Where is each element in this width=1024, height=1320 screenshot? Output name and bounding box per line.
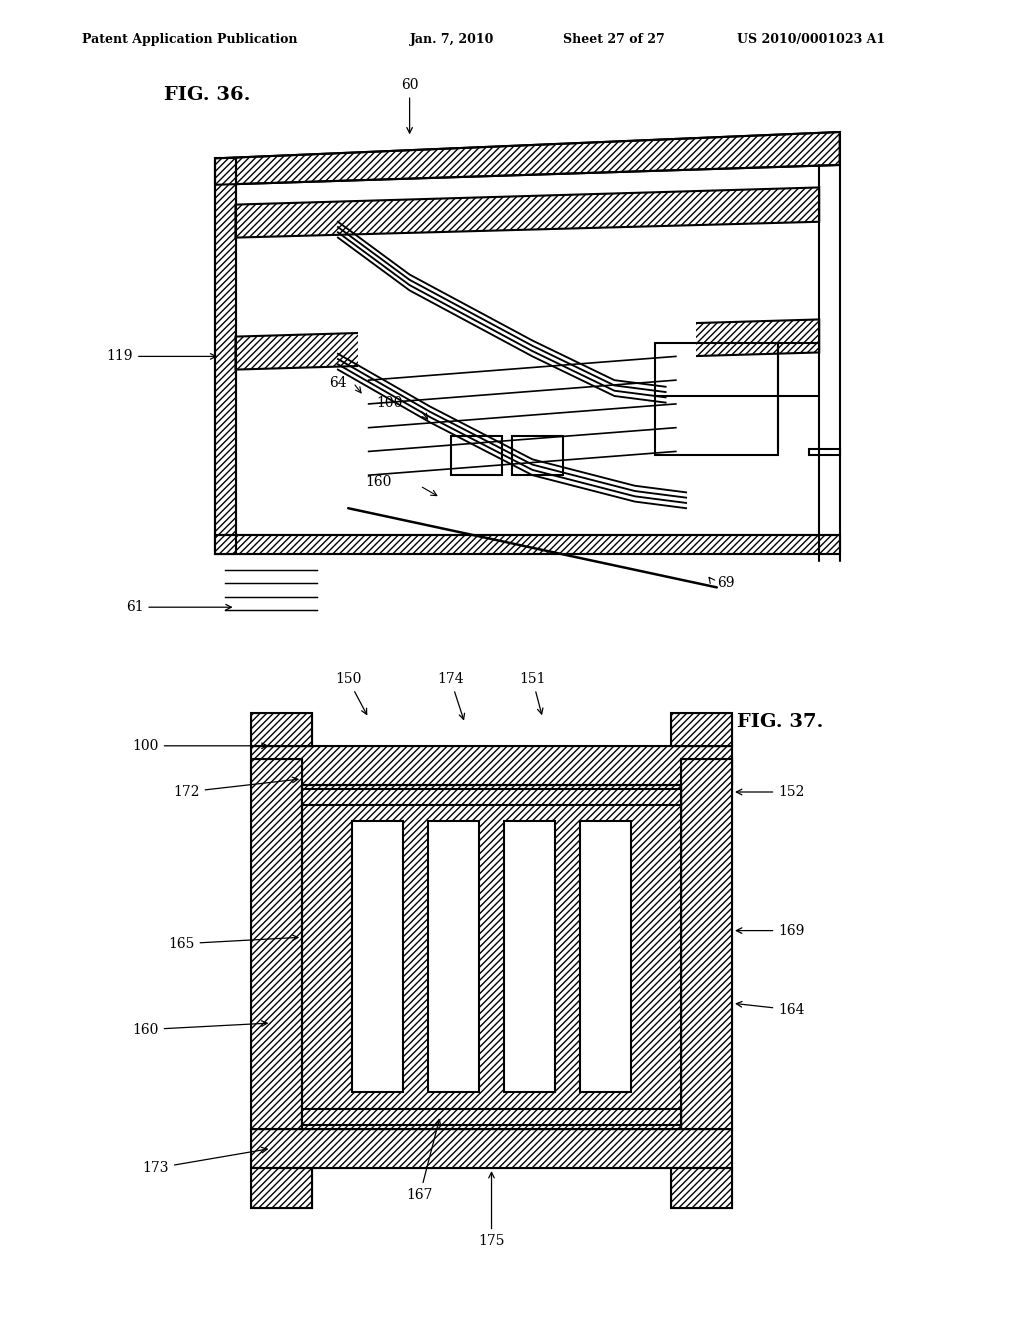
Bar <box>251 713 312 746</box>
Bar <box>681 759 732 1129</box>
Bar <box>580 821 631 1092</box>
Text: Sheet 27 of 27: Sheet 27 of 27 <box>563 33 665 46</box>
Bar <box>671 713 732 746</box>
Text: 150: 150 <box>335 672 367 714</box>
Bar <box>251 713 312 746</box>
Bar <box>251 746 732 785</box>
Bar <box>251 1129 732 1168</box>
Polygon shape <box>809 449 840 455</box>
Polygon shape <box>302 1109 681 1125</box>
Text: US 2010/0001023 A1: US 2010/0001023 A1 <box>737 33 886 46</box>
Bar <box>251 1168 312 1208</box>
Text: Jan. 7, 2010: Jan. 7, 2010 <box>410 33 494 46</box>
Text: 174: 174 <box>437 672 465 719</box>
Bar <box>251 1168 312 1208</box>
Bar <box>251 759 302 1129</box>
Polygon shape <box>302 789 681 805</box>
Polygon shape <box>215 132 840 185</box>
Bar <box>671 1168 732 1208</box>
Text: 160: 160 <box>366 475 392 488</box>
Text: Patent Application Publication: Patent Application Publication <box>82 33 297 46</box>
Text: 60: 60 <box>400 78 419 133</box>
Bar <box>671 713 732 746</box>
Text: 61: 61 <box>126 601 231 614</box>
Bar <box>352 821 403 1092</box>
Bar <box>428 821 479 1092</box>
Text: FIG. 36.: FIG. 36. <box>164 86 250 104</box>
Text: 160: 160 <box>132 1020 267 1036</box>
Bar <box>251 746 732 785</box>
Text: 100: 100 <box>376 396 402 409</box>
Text: 100: 100 <box>132 739 267 752</box>
Text: 165: 165 <box>168 935 298 950</box>
Text: 152: 152 <box>736 785 805 799</box>
Bar <box>655 343 778 455</box>
Bar <box>251 1129 732 1168</box>
Bar <box>671 1168 732 1208</box>
Polygon shape <box>236 319 819 370</box>
Text: 151: 151 <box>519 672 546 714</box>
Bar <box>302 785 681 1129</box>
Text: 172: 172 <box>173 777 298 799</box>
Bar <box>251 759 302 1129</box>
Bar <box>504 821 555 1092</box>
Text: FIG. 37.: FIG. 37. <box>737 713 823 731</box>
Text: 169: 169 <box>736 924 805 937</box>
Text: 164: 164 <box>736 1002 805 1016</box>
Text: 64: 64 <box>329 376 347 389</box>
Bar <box>302 785 681 1129</box>
Text: 119: 119 <box>106 350 216 363</box>
Bar <box>512 436 563 475</box>
Bar <box>451 436 502 475</box>
Polygon shape <box>215 158 236 554</box>
Text: 173: 173 <box>142 1147 267 1175</box>
Polygon shape <box>236 187 819 238</box>
Polygon shape <box>358 317 696 475</box>
Text: 175: 175 <box>478 1172 505 1249</box>
Text: 69: 69 <box>717 577 734 590</box>
Bar <box>681 759 732 1129</box>
Text: 167: 167 <box>407 1119 440 1203</box>
Polygon shape <box>215 535 840 554</box>
